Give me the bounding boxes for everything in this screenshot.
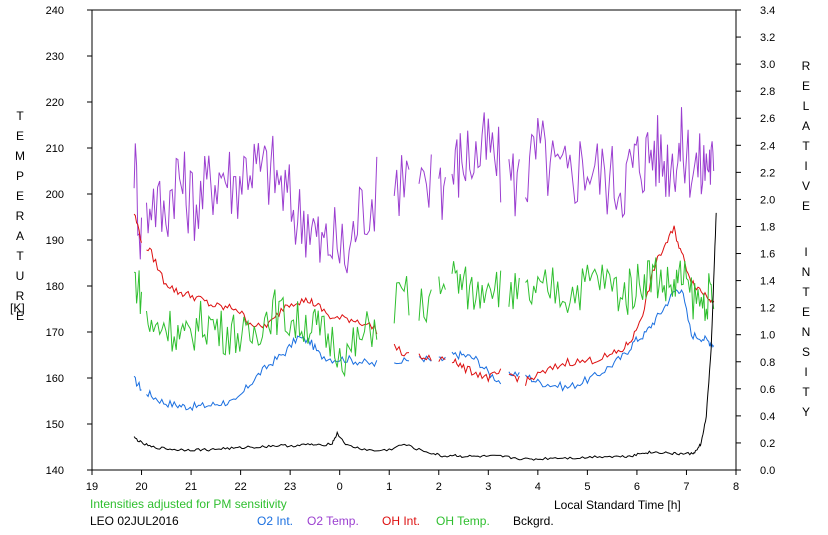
axis-title-letter: L [803, 99, 810, 113]
series-line-3 [134, 257, 715, 378]
legend-oh-int: OH Int. [382, 514, 421, 528]
y-right-tick-label: 2.0 [760, 194, 775, 206]
y-right-tick-label: 2.2 [760, 167, 775, 179]
axis-title-letter: E [16, 189, 24, 203]
y-left-tick-label: 230 [46, 51, 64, 63]
y-right-tick-label: 0.8 [760, 357, 775, 369]
y-right-tick-label: 3.2 [760, 32, 775, 44]
axis-title-letter: S [802, 345, 810, 359]
y-right-tick-label: 1.4 [760, 276, 775, 288]
series-line-1 [133, 107, 715, 274]
y-right-tick-label: 1.8 [760, 221, 775, 233]
y-left-tick-label: 180 [46, 281, 64, 293]
axis-title-letter: T [802, 285, 810, 299]
y-right-tick-label: 2.6 [760, 113, 775, 125]
note: Intensities adjusted for PM sensitivity [90, 497, 287, 511]
y-right-tick-label: 3.4 [760, 5, 775, 17]
y-axis-left: 140 150 160 170 180 190 200 210 220 230 240 [46, 5, 92, 477]
x-tick-label: 2 [436, 481, 442, 493]
y-right-tick-label: 0.2 [760, 438, 775, 450]
y-right-tick-label: 2.8 [760, 86, 775, 98]
legend-bckgrd: Bckgrd. [513, 514, 554, 528]
axis-title-letter: U [16, 269, 25, 283]
axis-title-letter: E [16, 309, 24, 323]
axis-title-letter: R [16, 289, 25, 303]
y-right-tick-label: 0.6 [760, 384, 775, 396]
station-label: LEO 02JUL2016 [90, 514, 179, 528]
y-left-tick-label: 200 [46, 189, 64, 201]
x-tick-label: 19 [86, 481, 98, 493]
x-axis: 19 20 21 22 23 0 1 2 3 4 5 6 7 8 [86, 470, 739, 493]
axis-title-letter: E [16, 129, 24, 143]
y-left-tick-label: 140 [46, 465, 64, 477]
axis-title-letter: T [802, 385, 810, 399]
x-tick-label: 22 [234, 481, 246, 493]
plot-frame [91, 9, 737, 471]
y-right-tick-label: 1.0 [760, 330, 775, 342]
y-left-tick-label: 150 [46, 419, 64, 431]
axis-title-letter: N [802, 265, 811, 279]
legend-o2-int: O2 Int. [257, 514, 294, 528]
axis-title-letter: V [802, 179, 810, 193]
y-right-tick-label: 0.0 [760, 465, 775, 477]
legend-o2-temp: O2 Temp. [307, 514, 359, 528]
axis-title-letter: A [802, 119, 810, 133]
axis-title-letter: T [802, 139, 810, 153]
axis-title-letter: Y [802, 405, 810, 419]
x-tick-label: 23 [284, 481, 296, 493]
axis-title-letter: I [804, 245, 807, 259]
y-left-unit: [K] [10, 301, 25, 315]
axis-title-letter: M [15, 149, 25, 163]
axis-title-letter: T [16, 249, 24, 263]
x-tick-label: 20 [135, 481, 147, 493]
x-tick-label: 21 [185, 481, 197, 493]
y-right-tick-label: 2.4 [760, 140, 775, 152]
y-left-tick-label: 210 [46, 143, 64, 155]
x-axis-title: Local Standard Time [h] [554, 498, 681, 512]
x-tick-label: 0 [337, 481, 343, 493]
axis-title-letter: E [802, 199, 810, 213]
x-tick-label: 3 [485, 481, 491, 493]
axis-title-letter: I [804, 159, 807, 173]
series-line-2 [133, 213, 715, 386]
x-tick-label: 8 [733, 481, 739, 493]
y-left-tick-label: 190 [46, 235, 64, 247]
axis-title-letter: N [802, 325, 811, 339]
legend-oh-temp: OH Temp. [436, 514, 490, 528]
y-right-tick-label: 1.2 [760, 303, 775, 315]
y-left-tick-label: 240 [46, 5, 64, 17]
axis-title-letter: R [16, 209, 25, 223]
x-tick-label: 6 [634, 481, 640, 493]
axis-title-letter: A [16, 229, 24, 243]
x-tick-label: 5 [584, 481, 590, 493]
y-left-tick-label: 170 [46, 327, 64, 339]
series-layer [133, 107, 717, 461]
axis-title-letter: P [16, 169, 24, 183]
x-tick-label: 4 [535, 481, 541, 493]
series-line-4 [133, 212, 717, 461]
axis-title-letter: E [802, 305, 810, 319]
x-tick-label: 7 [683, 481, 689, 493]
y-axis-right: 0.0 0.2 0.4 0.6 0.8 1.0 1.2 1.4 1.6 1.8 2.0 2.2 2.4 2… [736, 5, 775, 477]
y-right-tick-label: 3.0 [760, 59, 775, 71]
y-left-tick-label: 160 [46, 373, 64, 385]
y-right-tick-label: 0.4 [760, 411, 775, 423]
axis-title-letter: R [802, 59, 811, 73]
axis-title-letter: T [16, 109, 24, 123]
y-right-tick-label: 1.6 [760, 249, 775, 261]
axis-title-letter: E [802, 79, 810, 93]
x-tick-label: 1 [386, 481, 392, 493]
y-left-tick-label: 220 [46, 97, 64, 109]
axis-title-letter: I [804, 365, 807, 379]
